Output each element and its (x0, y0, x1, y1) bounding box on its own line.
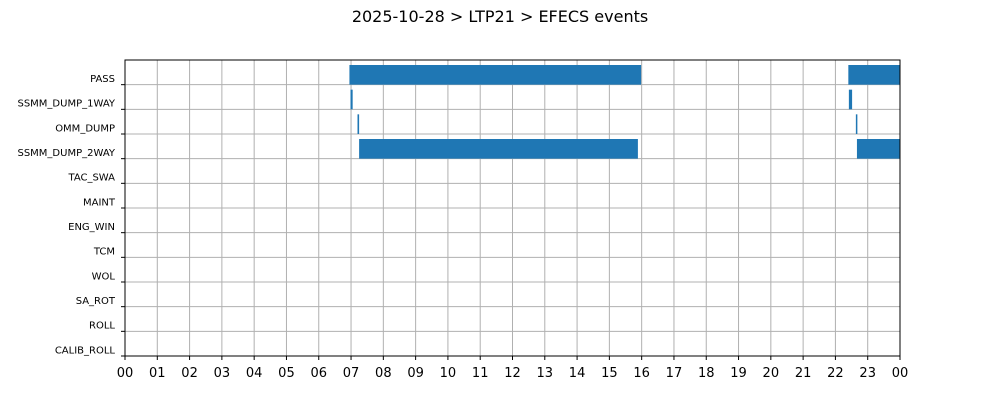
x-tick-label: 06 (310, 366, 327, 381)
x-tick-label: 03 (214, 366, 231, 381)
x-tick-label: 12 (504, 366, 521, 381)
x-tick-label: 00 (892, 366, 909, 381)
x-tick-label: 07 (343, 366, 360, 381)
y-category-label: PASS (90, 74, 115, 85)
event-bar (350, 89, 353, 110)
x-axis-ticks: 00 01 02 03 04 05 06 07 08 09 10 11 12 13 14 15 16 17 18 19… (117, 356, 909, 381)
event-bar (349, 65, 642, 85)
x-tick-label: 10 (440, 366, 457, 381)
x-tick-label: 05 (278, 366, 295, 381)
x-tick-label: 11 (472, 366, 489, 381)
y-category-label: SSMM_DUMP_2WAY (17, 148, 115, 159)
event-bar (855, 114, 858, 134)
x-tick-label: 17 (666, 366, 683, 381)
x-tick-label: 01 (149, 366, 166, 381)
x-tick-label: 00 (117, 366, 134, 381)
grid-lines (124, 60, 901, 356)
x-tick-label: 02 (181, 366, 198, 381)
event-bar (856, 139, 900, 159)
x-tick-label: 08 (375, 366, 392, 381)
x-tick-label: 13 (537, 366, 554, 381)
y-category-label: OMM_DUMP (55, 123, 115, 134)
y-category-label: SA_ROT (76, 296, 116, 307)
event-bar (359, 139, 638, 159)
y-category-label: ENG_WIN (68, 222, 115, 233)
y-category-label: MAINT (83, 197, 116, 208)
x-tick-label: 14 (569, 366, 586, 381)
x-tick-label: 16 (633, 366, 650, 381)
event-bars (349, 65, 900, 159)
y-category-label: CALIB_ROLL (55, 345, 116, 356)
x-tick-label: 18 (698, 366, 715, 381)
x-tick-label: 04 (246, 366, 263, 381)
x-tick-label: 21 (795, 366, 812, 381)
x-tick-label: 09 (407, 366, 424, 381)
y-category-label: SSMM_DUMP_1WAY (17, 99, 115, 110)
x-tick-label: 15 (601, 366, 618, 381)
chart-title: 2025-10-28 > LTP21 > EFECS events (352, 7, 648, 26)
y-category-label: TCM (93, 247, 115, 258)
event-bar (848, 89, 853, 110)
event-bar (848, 65, 900, 85)
x-tick-label: 22 (827, 366, 844, 381)
y-category-label: ROLL (89, 321, 115, 332)
y-category-label: TAC_SWA (67, 173, 115, 184)
x-tick-label: 19 (730, 366, 747, 381)
y-category-label: WOL (92, 271, 116, 282)
event-bar (357, 114, 360, 134)
x-tick-label: 20 (763, 366, 780, 381)
y-axis-labels: PASS SSMM_DUMP_1WAY OMM_DUMP SSMM_DUMP_2WAY… (17, 74, 125, 357)
x-tick-label: 23 (859, 366, 876, 381)
